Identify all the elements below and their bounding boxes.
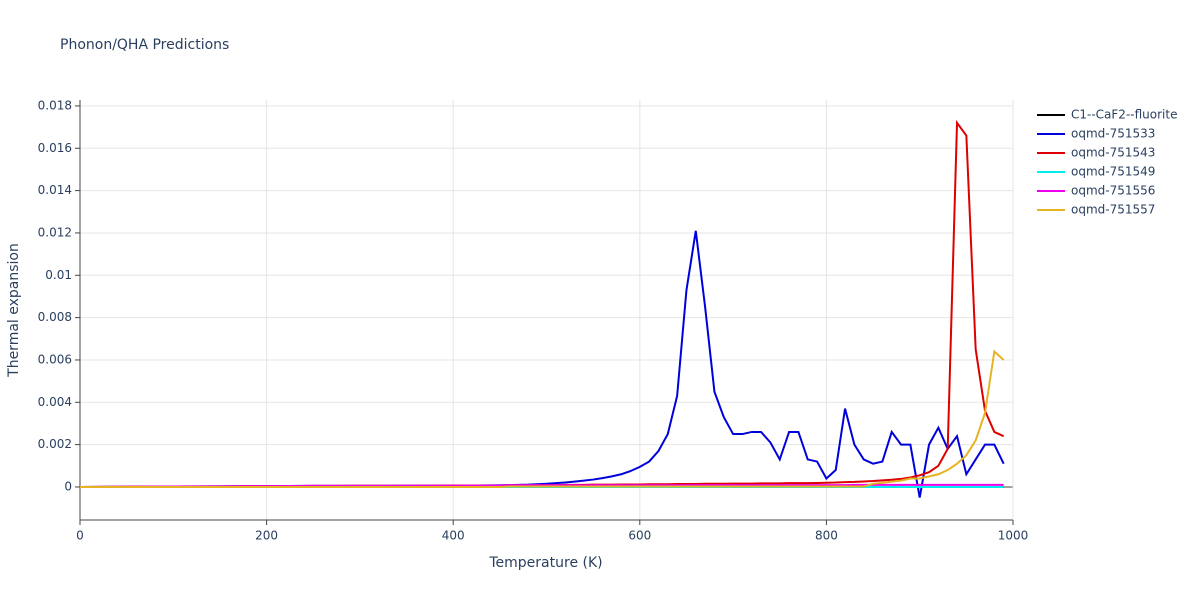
x-tick-label: 800 [815,529,838,543]
y-tick-label: 0.002 [38,437,72,451]
legend-label: oqmd-751543 [1071,146,1155,160]
legend-label: C1--CaF2--fluorite [1071,108,1177,122]
x-tick-label: 200 [255,529,278,543]
series-line [79,483,1004,488]
series-line [79,230,1005,498]
series-line [80,349,1005,488]
legend-label: oqmd-751556 [1071,184,1155,198]
series-line [79,119,1005,488]
chart-title: Phonon/QHA Predictions [60,37,229,53]
y-tick-label: 0.016 [38,141,72,155]
y-tick-label: 0.01 [45,268,72,282]
x-tick-label: 400 [442,529,465,543]
y-tick-label: 0.018 [38,98,72,112]
y-tick-label: 0.004 [38,395,72,409]
y-tick-label: 0 [64,479,72,493]
legend-label: oqmd-751557 [1071,203,1155,217]
x-tick-label: 0 [76,529,84,543]
legend-label: oqmd-751533 [1071,127,1155,141]
x-tick-label: 1000 [998,529,1029,543]
y-tick-label: 0.006 [38,352,72,366]
x-tick-label: 600 [628,529,651,543]
legend-label: oqmd-751549 [1071,165,1155,179]
x-axis-label: Temperature (K) [488,555,602,571]
y-tick-label: 0.012 [38,225,72,239]
y-tick-label: 0.014 [38,183,72,197]
y-tick-label: 0.008 [38,310,72,324]
y-axis-label: Thermal expansion [6,243,22,378]
